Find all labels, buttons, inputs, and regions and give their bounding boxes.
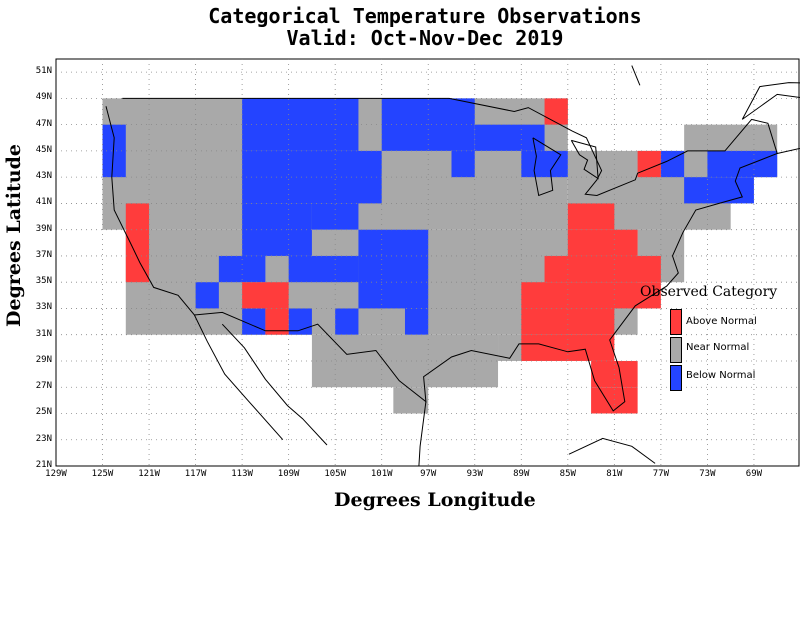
category-cell-b-7 <box>358 229 429 309</box>
category-cell-n-3 <box>393 387 429 414</box>
coastline-4 <box>221 323 328 446</box>
y-tick-label: 21N <box>35 460 52 470</box>
category-cell-b-6 <box>311 203 359 230</box>
coastline-0 <box>105 97 778 412</box>
category-cell-b-1 <box>242 98 359 151</box>
x-tick-label: 81W <box>606 469 623 479</box>
legend-swatch-near <box>670 337 682 363</box>
category-cell-n-2 <box>311 334 499 388</box>
y-tick-label: 35N <box>35 276 52 287</box>
y-tick-label: 49N <box>35 92 52 103</box>
map-subtitle: Valid: Oct-Nov-Dec 2019 <box>286 26 564 50</box>
x-tick-label: 73W <box>699 469 716 479</box>
x-tick-label: 101W <box>370 469 393 479</box>
x-tick-label: 85W <box>559 469 576 479</box>
coastline-9 <box>631 65 641 86</box>
y-tick-label: 45N <box>35 144 52 155</box>
y-tick-label: 27N <box>35 381 52 392</box>
category-cell-b-13 <box>335 308 359 335</box>
category-cell-b-14 <box>404 308 429 335</box>
y-tick-label: 39N <box>35 223 52 234</box>
x-tick-label: 97W <box>420 469 437 479</box>
y-tick-label: 51N <box>35 66 52 77</box>
coastline-6 <box>568 437 656 464</box>
x-tick-label: 105W <box>324 469 347 479</box>
coastline-5 <box>418 401 427 467</box>
y-tick-label: 29N <box>35 354 52 365</box>
category-cell-a-2 <box>265 308 289 335</box>
coastline-8 <box>741 82 800 120</box>
category-cell-b-8 <box>288 255 359 283</box>
x-tick-label: 113W <box>231 469 253 479</box>
legend-swatch-above <box>670 309 682 335</box>
category-cell-a-10 <box>521 334 615 361</box>
category-cell-b-4 <box>474 124 545 151</box>
y-tick-label: 43N <box>35 171 52 182</box>
y-axis-title: Degrees Latitude <box>3 144 25 327</box>
category-cell-a-3 <box>544 98 568 125</box>
coastline-1 <box>532 137 562 197</box>
x-tick-label: 129W <box>45 469 67 479</box>
category-cell-a-4 <box>637 150 661 178</box>
x-tick-label: 93W <box>466 469 483 479</box>
coastline-3 <box>193 314 284 441</box>
category-cell-a-6 <box>567 229 638 256</box>
category-cell-a-7 <box>544 255 661 283</box>
category-cell-b-17 <box>707 150 778 178</box>
y-tick-label: 33N <box>35 302 52 313</box>
category-cell-b-18 <box>684 177 754 204</box>
legend-label-near: Near Normal <box>686 342 750 353</box>
coastline-7 <box>777 147 800 154</box>
legend-label-above: Above Normal <box>686 316 757 327</box>
y-tick-label: 37N <box>35 249 52 260</box>
x-tick-label: 121W <box>138 469 160 479</box>
x-axis-title: Degrees Longitude <box>334 489 536 511</box>
x-tick-label: 89W <box>513 469 530 479</box>
category-cell-b-5 <box>242 203 312 256</box>
category-cell-b-15 <box>451 150 475 178</box>
y-tick-label: 25N <box>35 407 52 418</box>
x-tick-label: 77W <box>652 469 669 479</box>
legend-title: Observed Category <box>640 284 778 300</box>
x-tick-label: 69W <box>745 469 763 479</box>
x-tick-label: 109W <box>277 469 300 479</box>
y-tick-label: 31N <box>35 328 52 339</box>
category-cell-b-11 <box>242 308 266 335</box>
y-tick-label: 41N <box>35 197 52 208</box>
coastline-2 <box>570 139 599 180</box>
legend-label-below: Below Normal <box>686 370 756 381</box>
y-tick-label: 47N <box>35 118 52 129</box>
category-cell-b-10 <box>195 282 219 309</box>
category-cell-b-0 <box>102 124 126 178</box>
category-cell-b-19 <box>660 150 685 178</box>
category-cell-a-5 <box>567 203 615 230</box>
category-cell-a-0 <box>125 203 150 283</box>
map-title: Categorical Temperature Observations <box>208 4 642 28</box>
y-tick-label: 23N <box>35 433 52 444</box>
category-cell-a-9 <box>521 308 615 335</box>
x-tick-label: 117W <box>184 469 207 479</box>
category-cell-a-1 <box>242 282 289 309</box>
x-tick-label: 125W <box>91 469 114 479</box>
legend-swatch-below <box>670 365 682 391</box>
